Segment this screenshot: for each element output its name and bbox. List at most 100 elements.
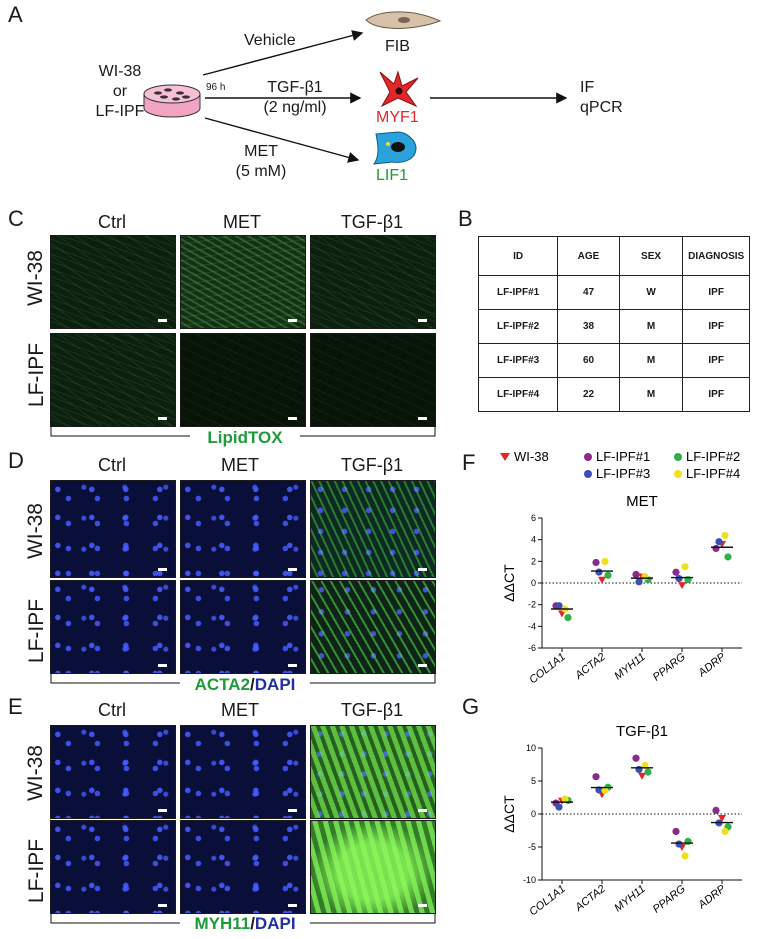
legend-ipf2: LF-IPF#2 xyxy=(674,449,740,464)
cell-id: LF-IPF#3 xyxy=(477,343,559,378)
culture-dish-icon xyxy=(143,84,201,118)
y-tick-label: -6 xyxy=(528,643,536,653)
cell-sex: M xyxy=(618,309,684,344)
legend-label-ipf1: LF-IPF#1 xyxy=(596,449,650,464)
row-wi38-d: WI-38 xyxy=(24,503,47,560)
y-tick-label: 0 xyxy=(531,809,536,819)
stain-lipidtox: LipidTOX xyxy=(190,428,300,448)
x-tick-label: MYH11 xyxy=(612,883,648,915)
tgf-label: TGF-β1 (2 ng/ml) xyxy=(250,78,340,118)
data-point xyxy=(638,772,646,780)
image-acta-wi38-met xyxy=(180,480,306,578)
y-tick-label: -5 xyxy=(528,842,536,852)
row-lfipf-d: LF-IPF xyxy=(25,598,48,664)
legend-ipf1: LF-IPF#1 xyxy=(584,449,650,464)
x-tick-label: ADRP xyxy=(696,651,729,680)
data-point xyxy=(644,768,652,776)
x-tick-label: COL1A1 xyxy=(527,651,568,686)
y-tick-label: -10 xyxy=(523,875,536,885)
cell-sex: W xyxy=(618,275,684,310)
th-id: ID xyxy=(477,236,559,276)
y-tick-label: -4 xyxy=(528,621,536,631)
row-lfipf-c: LF-IPF xyxy=(25,342,48,408)
y-tick-label: 0 xyxy=(531,578,536,588)
cell-age: 47 xyxy=(557,275,620,310)
panel-label-d: D xyxy=(8,448,24,473)
image-lipid-wi38-tgf xyxy=(310,235,436,329)
image-lipid-wi38-ctrl xyxy=(50,235,176,329)
data-point xyxy=(635,578,643,586)
data-point xyxy=(718,814,726,822)
col-ctrl-c: Ctrl xyxy=(98,212,126,232)
chart-title: MET xyxy=(626,493,658,510)
image-myh-wi38-tgf xyxy=(310,725,436,819)
x-tick-label: ADRP xyxy=(696,883,729,912)
panel-label-a: A xyxy=(8,2,23,27)
image-myh-ipf-met xyxy=(180,820,306,914)
data-point xyxy=(675,574,683,583)
source-wi38: WI-38 xyxy=(98,63,142,80)
tgf-label-1: TGF-β1 xyxy=(267,79,323,96)
readout-if: IF xyxy=(580,79,595,96)
col-ctrl-d: Ctrl xyxy=(98,455,126,475)
time-label: 96 h xyxy=(206,82,226,93)
image-lipid-ipf-met xyxy=(180,333,306,427)
cell-id: LF-IPF#1 xyxy=(477,275,559,310)
cell-age: 38 xyxy=(557,309,620,344)
data-point xyxy=(598,576,606,584)
data-point xyxy=(601,786,609,795)
cell-source: WI-38 or LF-IPF xyxy=(85,62,155,122)
data-point xyxy=(592,773,600,781)
data-point xyxy=(712,544,720,553)
y-axis-label: ΔΔCT xyxy=(501,564,517,602)
panel-label-c: C xyxy=(8,206,24,231)
data-point xyxy=(635,765,643,774)
chart-met: MET -6 -4 -2 0 2 4 6 ΔΔCT COL1A1 ACTA2 MYH11 PPARG AD… xyxy=(501,493,742,686)
x-tick-label: MYH11 xyxy=(612,651,648,683)
cell-age: 60 xyxy=(557,343,620,378)
data-point xyxy=(632,754,640,762)
stain-dapi: DAPI xyxy=(254,914,296,933)
col-tgf-d: TGF-β1 xyxy=(340,455,404,475)
source-or: or xyxy=(112,83,128,100)
panel-label-b: B xyxy=(458,206,473,231)
readout-qpcr: qPCR xyxy=(580,99,623,116)
panel-label-g: G xyxy=(462,694,480,719)
data-point xyxy=(564,613,572,622)
cell-sex: M xyxy=(618,343,684,378)
row-wi38-e: WI-38 xyxy=(24,745,47,802)
data-point xyxy=(592,558,600,567)
data-point xyxy=(712,806,720,814)
col-ctrl-e: Ctrl xyxy=(98,700,126,720)
image-acta-wi38-ctrl xyxy=(50,480,176,578)
legend-label-ipf4: LF-IPF#4 xyxy=(686,466,740,481)
data-point xyxy=(684,837,692,845)
table-row: LF-IPF#3 60 M IPF xyxy=(477,343,750,378)
data-point xyxy=(632,570,640,579)
image-acta-wi38-tgf xyxy=(310,480,436,578)
row-wi38-c: WI-38 xyxy=(24,250,47,307)
th-sex: SEX xyxy=(618,236,684,276)
image-acta-ipf-tgf xyxy=(310,580,436,674)
col-tgf-c: TGF-β1 xyxy=(340,212,404,232)
data-point xyxy=(561,795,569,803)
myf-cell-icon xyxy=(379,70,419,108)
cell-id: LF-IPF#2 xyxy=(477,309,559,344)
x-tick-label: PPARG xyxy=(651,651,688,684)
arrow-met xyxy=(204,117,360,163)
stain-acta2-dapi: ACTA2/DAPI xyxy=(180,675,310,695)
cell-id: LF-IPF#4 xyxy=(477,377,559,412)
lif-cell-icon xyxy=(372,131,417,165)
stain-sep: / xyxy=(250,914,255,933)
cell-diagnosis: IPF xyxy=(682,309,750,344)
col-met-e: MET xyxy=(221,700,259,720)
y-tick-label: 10 xyxy=(526,743,536,753)
table-header-row: ID AGE SEX DIAGNOSIS xyxy=(477,236,750,276)
data-point xyxy=(681,563,689,571)
table-row: LF-IPF#2 38 M IPF xyxy=(477,309,750,344)
source-lfipf: LF-IPF xyxy=(95,103,145,120)
patient-table: ID AGE SEX DIAGNOSIS LF-IPF#1 47 W IPF L… xyxy=(477,236,750,412)
row-lfipf-e: LF-IPF xyxy=(25,838,48,904)
x-tick-label: ACTA2 xyxy=(572,651,607,682)
tgf-label-2: (2 ng/ml) xyxy=(263,99,327,116)
